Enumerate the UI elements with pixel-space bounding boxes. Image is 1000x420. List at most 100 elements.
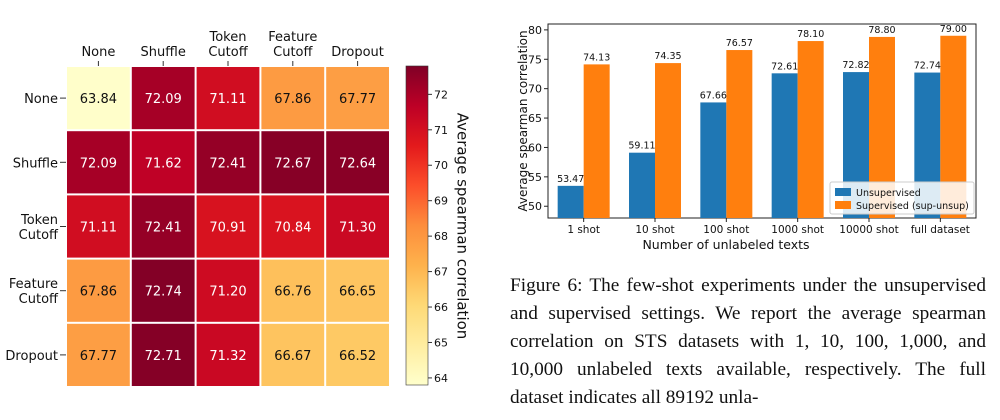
bar-unsupervised	[557, 185, 584, 218]
heatmap-row-label: Token	[20, 213, 58, 228]
colorbar-tick-label: 69	[434, 195, 448, 208]
bar-data-label: 53.47	[557, 174, 584, 185]
heatmap-cell	[261, 195, 325, 258]
heatmap-column-label: Shuffle	[141, 45, 186, 60]
heatmap-cell-label: 67.86	[80, 285, 117, 300]
colorbar	[405, 65, 429, 386]
bar-data-label: 67.66	[700, 90, 727, 101]
bar-chart-xlabel: Number of unlabeled texts	[642, 237, 809, 252]
heatmap-row-label: None	[24, 92, 58, 107]
bar-data-label: 78.10	[797, 29, 824, 40]
bar-data-label: 72.74	[914, 61, 941, 72]
x-tick-label: 10 shot	[635, 224, 674, 236]
colorbar-tick-label: 65	[434, 336, 448, 349]
heatmap-cell-label: 63.84	[80, 92, 117, 107]
heatmap-cell	[326, 131, 389, 194]
legend-swatch	[835, 201, 851, 209]
bar-supervised	[797, 41, 824, 218]
y-tick-label: 75	[528, 53, 542, 66]
heatmap-cell-label: 71.20	[209, 285, 246, 300]
heatmap-cell-label: 72.67	[274, 156, 311, 171]
heatmap-cell-label: 72.41	[209, 156, 246, 171]
heatmap-row-label: Feature	[9, 277, 58, 292]
heatmap-row-label: Dropout	[5, 349, 58, 364]
heatmap-cell-label: 71.62	[145, 156, 182, 171]
heatmap-cell	[67, 323, 130, 386]
heatmap-chart: 63.84 72.09 71.11 67.86 67.77 72.09 71.62 72.41…	[5, 30, 472, 386]
heatmap-cell-label: 71.11	[209, 92, 246, 107]
colorbar-tick-label: 64	[434, 372, 448, 385]
heatmap-column-label: Token	[209, 30, 247, 45]
heatmap-cell	[131, 131, 195, 194]
heatmap-cell	[261, 323, 325, 386]
bar-chart-axes	[544, 23, 977, 222]
bar-chart-ylabel: Average spearman correlation	[516, 30, 530, 211]
bar-unsupervised	[771, 73, 798, 218]
heatmap-cell	[196, 323, 260, 386]
bar-chart: 53.47 74.13 59.11 74.35 67.66 76.57 72.61 78.10…	[516, 23, 977, 252]
heatmap-cell-label: 72.09	[80, 156, 117, 171]
x-tick-label: 10000 shot	[839, 224, 898, 236]
legend-label: Unsupervised	[856, 188, 921, 199]
colorbar-tick-label: 66	[434, 301, 448, 314]
heatmap-column-label: Dropout	[331, 45, 384, 60]
heatmap-cell-label: 72.71	[145, 349, 182, 364]
bar-supervised	[726, 50, 753, 218]
heatmap-cell	[196, 195, 260, 258]
heatmap-cell	[196, 131, 260, 194]
y-tick-label: 80	[528, 24, 542, 37]
heatmap-cell-label: 66.76	[274, 285, 311, 300]
heatmap-column-label: None	[81, 45, 115, 60]
figure-caption: Figure 6: The few-shot experiments under…	[510, 275, 986, 408]
heatmap-cell-label: 71.30	[339, 221, 376, 236]
bar-supervised	[583, 64, 610, 219]
heatmap-cell-label: 72.64	[339, 156, 376, 171]
colorbar-tick-label: 67	[434, 266, 448, 279]
heatmap-cell-label: 70.91	[209, 221, 246, 236]
heatmap-cell	[67, 259, 130, 322]
colorbar-tick-label: 68	[434, 230, 448, 243]
heatmap-cell	[67, 131, 130, 194]
heatmap-cell	[67, 195, 130, 258]
heatmap-cell-label: 72.41	[145, 221, 182, 236]
x-tick-label: 1 shot	[567, 224, 600, 236]
legend-box	[829, 181, 975, 215]
heatmap-cell-label: 72.09	[145, 92, 182, 107]
heatmap-row-label: Cutoff	[19, 228, 59, 243]
colorbar-tick-label: 71	[434, 124, 448, 137]
bar-chart-legend: Unsupervised Supervised (sup-unsup)	[829, 181, 975, 215]
bar-data-label: 72.82	[842, 60, 869, 71]
heatmap-cell-label: 67.77	[80, 349, 117, 364]
heatmap-cell-label: 71.11	[80, 221, 117, 236]
bar-chart-tick-labels: 50 55 60 65 70 75 80 1 shot 10 shot 100 shot 1000 …	[528, 24, 970, 236]
heatmap-cell	[261, 67, 325, 130]
heatmap-cell-label: 66.67	[274, 349, 311, 364]
heatmap-column-label: Cutoff	[208, 45, 248, 60]
bar-data-label: 72.61	[771, 61, 798, 72]
heatmap-cell-label: 67.86	[274, 92, 311, 107]
heatmap-cell	[131, 195, 195, 258]
bar-data-label: 78.80	[868, 25, 895, 36]
heatmap-cell	[131, 259, 195, 322]
heatmap-row-label: Shuffle	[13, 156, 58, 171]
bar-data-label: 74.13	[583, 52, 610, 63]
heatmap-cell-label: 66.52	[339, 349, 376, 364]
x-tick-label: full dataset	[911, 224, 970, 236]
heatmap-cells: 63.84 72.09 71.11 67.86 67.77 72.09 71.62 72.41…	[67, 67, 389, 386]
bar-chart-frame	[547, 23, 977, 219]
heatmap-cell	[131, 323, 195, 386]
colorbar-tick-label: 70	[434, 159, 448, 172]
bar-data-label: 76.57	[726, 38, 753, 49]
bar-chart-data-labels: 53.47 74.13 59.11 74.35 67.66 76.57 72.61 78.10…	[557, 24, 967, 185]
heatmap-cell	[261, 259, 325, 322]
heatmap-cell-label: 66.65	[339, 285, 376, 300]
heatmap-row-labels: NoneShuffleTokenCutoffFeatureCutoffDropo…	[5, 92, 66, 364]
bar-data-label: 79.00	[940, 24, 967, 35]
y-tick-label: 65	[528, 112, 542, 125]
heatmap-cell	[326, 323, 389, 386]
heatmap-cell	[131, 67, 195, 130]
heatmap-cell	[326, 67, 389, 130]
bar-data-label: 74.35	[654, 51, 681, 62]
bar-data-label: 59.11	[628, 141, 655, 152]
